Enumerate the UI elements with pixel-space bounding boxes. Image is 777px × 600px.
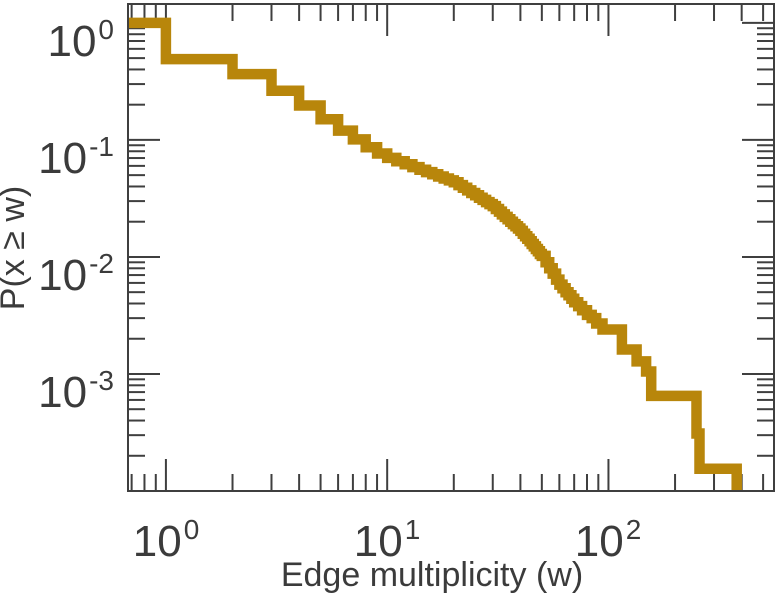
y-tick-label: 10-1	[0, 123, 114, 183]
tick-label-base: 10	[132, 517, 182, 566]
tick-label-base: 10	[574, 517, 624, 566]
x-axis-title: Edge multiplicity (w)	[280, 556, 584, 594]
tick-label-exponent: 0	[98, 14, 114, 45]
y-tick-label: 100	[0, 6, 114, 66]
ccdf-curve	[128, 17, 742, 491]
tick-label-exponent: -1	[89, 131, 114, 162]
tick-label-exponent: 2	[625, 514, 642, 545]
y-tick-label: 10-3	[0, 357, 114, 417]
tick-label-base: 10	[38, 251, 88, 300]
axis-ticks	[129, 5, 773, 492]
tick-label-exponent: -2	[89, 248, 114, 279]
tick-label-base: 10	[353, 517, 403, 566]
x-tick-label: 101	[354, 506, 421, 566]
tick-label-base: 10	[47, 17, 97, 66]
tick-label-exponent: 1	[404, 514, 421, 545]
y-tick-label: 10-2	[0, 240, 114, 300]
x-tick-label: 102	[575, 506, 642, 566]
x-tick-label: 100	[133, 506, 200, 566]
tick-label-base: 10	[38, 134, 88, 183]
plot-border	[127, 3, 775, 492]
tick-label-exponent: -3	[89, 365, 114, 396]
tick-label-exponent: 0	[183, 514, 200, 545]
tick-label-base: 10	[38, 368, 88, 417]
y-axis-title: P(x ≥ w)	[0, 185, 32, 311]
